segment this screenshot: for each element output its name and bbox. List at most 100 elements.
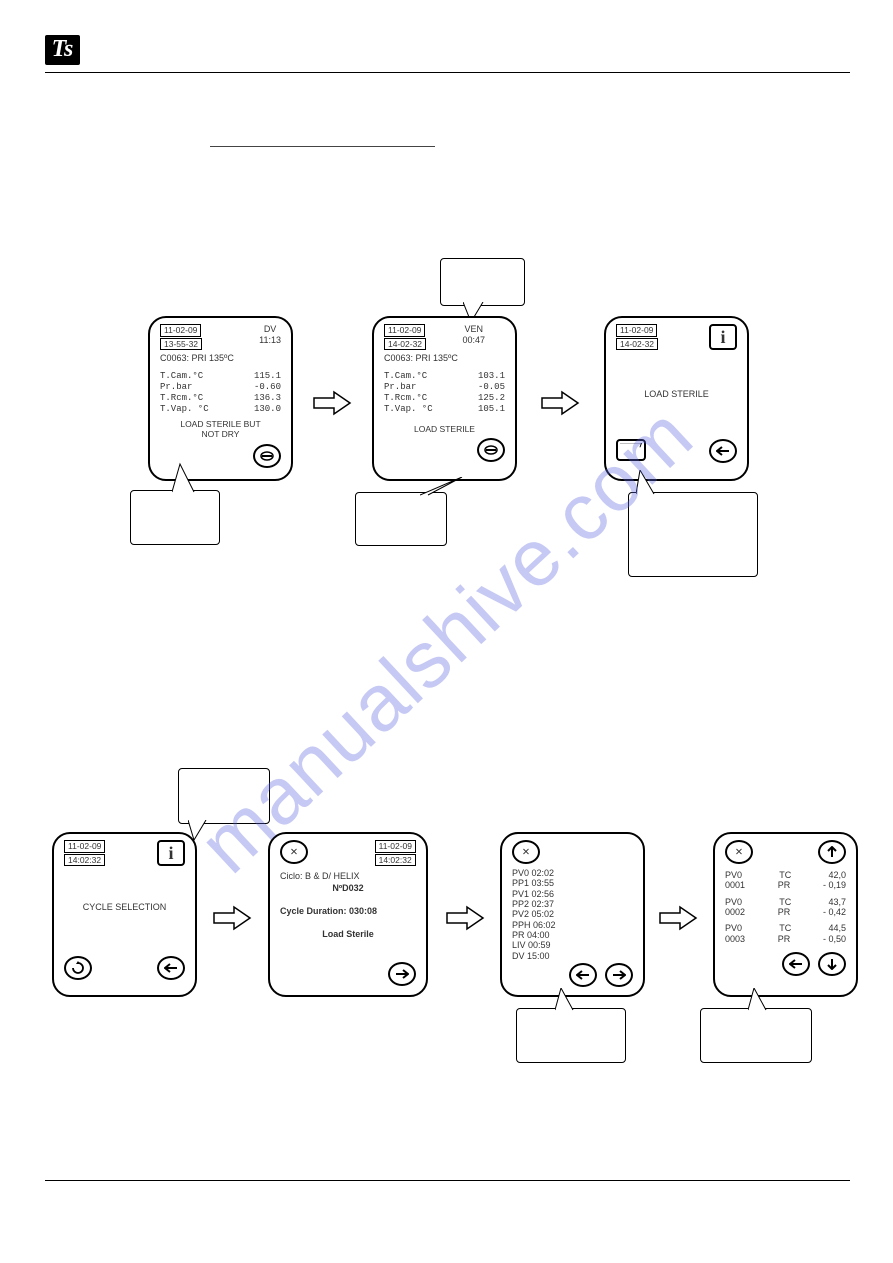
data-value: - 0,19 [823, 880, 846, 890]
date-box: 11-02-09 [616, 324, 657, 337]
footer-rule [45, 1180, 850, 1181]
cycle-icon[interactable] [64, 956, 92, 980]
time-box: 13-55-32 [160, 338, 202, 351]
phase-line: PPH 06:02 [512, 920, 633, 930]
arrow-icon [445, 905, 485, 931]
phase-line: PV1 02:56 [512, 889, 633, 899]
info-icon[interactable]: i [709, 324, 737, 350]
logo: Ts [45, 35, 80, 65]
data-code: 0003 [725, 934, 745, 944]
pr-label: Pr.bar [384, 382, 416, 393]
screen-panel-2: 11-02-09 14-02-32 VEN 00:47 C0063: PRI 1… [372, 316, 517, 481]
tvap-value: 105.1 [478, 404, 505, 415]
callout-tail-3 [420, 477, 468, 497]
back-icon[interactable] [569, 963, 597, 987]
tcam-label: T.Cam.°C [160, 371, 203, 382]
tvap-label: T.Vap. °C [160, 404, 209, 415]
status-msg: LOAD STERILE [644, 389, 709, 399]
arrow-icon [212, 905, 252, 931]
pr-value: -0.60 [254, 382, 281, 393]
down-icon[interactable] [818, 952, 846, 976]
screen-panel-1: 11-02-09 13-55-32 DV 11:13 C0063: PRI 13… [148, 316, 293, 481]
trcm-label: T.Rcm.°C [160, 393, 203, 404]
trcm-label: T.Rcm.°C [384, 393, 427, 404]
status-msg: CYCLE SELECTION [83, 902, 167, 912]
data-value: - 0,50 [823, 934, 846, 944]
cycle-name: Ciclo: B & D/ HELIX [280, 871, 416, 882]
data-code: PV0 [725, 897, 742, 907]
trcm-value: 136.3 [254, 393, 281, 404]
screen-panel-3: 11-02-09 14-02-32 i LOAD STERILE [604, 316, 749, 481]
callout-box-3 [355, 492, 447, 546]
data-code: PV0 [725, 870, 742, 880]
section-title-underline [210, 146, 435, 147]
callout-box-5 [178, 768, 270, 824]
callout-tail-2 [172, 462, 202, 494]
screen-panel-4: 11-02-09 14:02:32 i CYCLE SELECTION [52, 832, 197, 997]
data-label: TC [779, 870, 791, 880]
next-icon[interactable] [605, 963, 633, 987]
callout-box-2 [130, 490, 220, 545]
data-value: - 0,42 [823, 907, 846, 917]
back-icon[interactable] [709, 439, 737, 463]
data-code: 0002 [725, 907, 745, 917]
pr-label: Pr.bar [160, 382, 192, 393]
status-msg-2: NOT DRY [202, 429, 240, 439]
pr-value: -0.05 [478, 382, 505, 393]
data-code: 0001 [725, 880, 745, 890]
trcm-value: 125.2 [478, 393, 505, 404]
screen-panel-5: ✕ 11-02-09 14:02:32 Ciclo: B & D/ HELIX … [268, 832, 428, 997]
arrow-icon [540, 390, 580, 416]
status-msg: LOAD STERILE [414, 424, 475, 434]
callout-box-7 [700, 1008, 812, 1063]
mode-line: C0063: PRI 135ºC [384, 353, 505, 364]
callout-tail-7 [748, 988, 778, 1012]
callout-box-4 [628, 492, 758, 577]
back-icon[interactable] [157, 956, 185, 980]
callout-box-1 [440, 258, 525, 306]
mode-line: C0063: PRI 135ºC [160, 353, 281, 364]
tvap-label: T.Vap. °C [384, 404, 433, 415]
date-box: 11-02-09 [160, 324, 201, 337]
arrow-icon [658, 905, 698, 931]
up-icon[interactable] [818, 840, 846, 864]
tcam-value: 103.1 [478, 371, 505, 382]
duration-label: Cycle Duration: 030:08 [280, 906, 416, 917]
phase-line: PV2 05:02 [512, 909, 633, 919]
time-box: 14-02-32 [384, 338, 426, 351]
open-door-icon[interactable] [616, 439, 646, 461]
callout-tail-6 [555, 988, 585, 1012]
stop-icon[interactable] [253, 444, 281, 468]
data-value: 43,7 [828, 897, 846, 907]
data-label: PR [778, 934, 791, 944]
callout-tail-4 [636, 470, 666, 496]
tvap-value: 130.0 [254, 404, 281, 415]
phase-label: DV [264, 324, 277, 334]
result-label: Load Sterile [280, 929, 416, 940]
next-icon[interactable] [388, 962, 416, 986]
date-box: 11-02-09 [375, 840, 416, 853]
tcam-value: 115.1 [254, 371, 281, 382]
callout-box-6 [516, 1008, 626, 1063]
status-msg-1: LOAD STERILE BUT [180, 419, 260, 429]
data-value: 42,0 [828, 870, 846, 880]
phase-line: PV0 02:02 [512, 868, 633, 878]
data-label: PR [778, 880, 791, 890]
phase-line: PR 04:00 [512, 930, 633, 940]
stop-icon[interactable] [477, 438, 505, 462]
close-icon[interactable]: ✕ [725, 840, 753, 864]
back-icon[interactable] [782, 952, 810, 976]
phase-line: PP1 03:55 [512, 878, 633, 888]
data-label: TC [779, 897, 791, 907]
time-box: 14:02:32 [375, 854, 416, 867]
info-icon[interactable]: i [157, 840, 185, 866]
arrow-icon [312, 390, 352, 416]
data-value: 44,5 [828, 923, 846, 933]
header-rule [45, 72, 850, 73]
close-icon[interactable]: ✕ [512, 840, 540, 864]
time-box: 14:02:32 [64, 854, 105, 867]
data-label: TC [779, 923, 791, 933]
data-label: PR [778, 907, 791, 917]
close-icon[interactable]: ✕ [280, 840, 308, 864]
time-box: 14-02-32 [616, 338, 658, 351]
